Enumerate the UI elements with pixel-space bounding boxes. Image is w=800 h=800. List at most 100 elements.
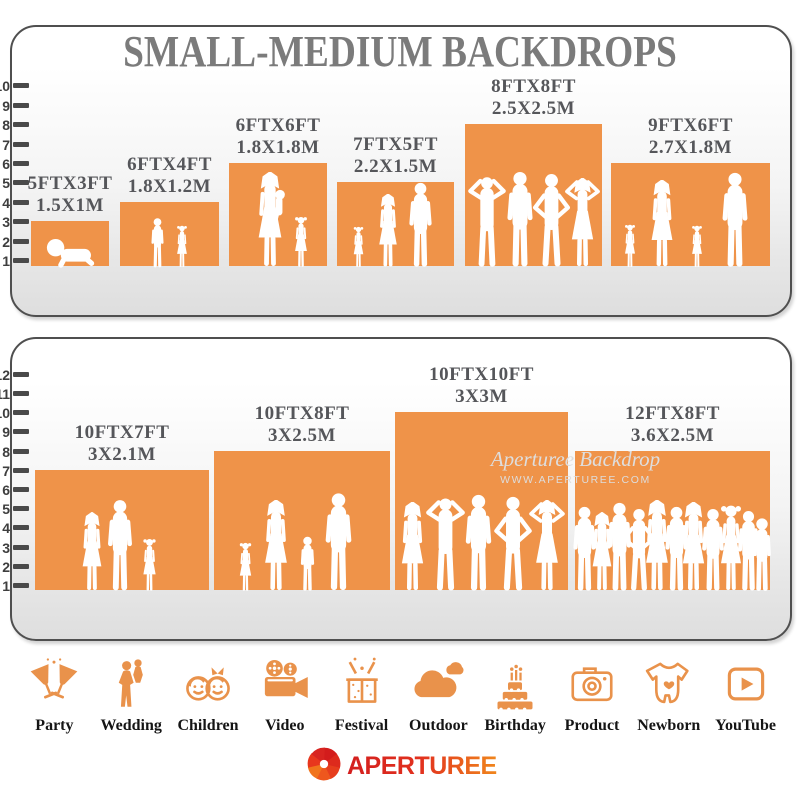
ruler-tick [13, 199, 29, 205]
ruler-number: 9 [2, 97, 10, 114]
person-silhouette-woman [392, 501, 433, 597]
person-silhouette-woman [673, 501, 714, 597]
person-silhouette-man [694, 508, 732, 597]
ruler-number: 4 [2, 194, 10, 211]
person-silhouette-man-hips [530, 173, 573, 273]
backdrop-panel-large: 12345678910111210FTX7FT3X2.1M10FTX8FT3X2… [0, 337, 792, 641]
ruler-tick [13, 544, 29, 550]
ruler-tick [13, 258, 29, 263]
category-item-party: Party [16, 656, 93, 735]
birthday-icon [497, 664, 533, 712]
backdrop-box-7ftx5ft [337, 182, 454, 267]
size-feet: 9FTX6FT [648, 115, 733, 136]
person-silhouette-girl [172, 225, 192, 273]
person-silhouette-man [401, 182, 440, 273]
person-silhouette-woman-holding-child [248, 171, 292, 273]
person-silhouette-baby-crawl [44, 232, 102, 273]
person-silhouette-man-hips [491, 496, 535, 597]
category-label: Outdoor [409, 717, 468, 734]
person-silhouette-boy [146, 218, 169, 273]
children-icon [186, 667, 230, 701]
ruler-tick [13, 487, 29, 492]
ruler-number: 10 [0, 78, 10, 95]
size-feet: 6FTX4FT [127, 153, 212, 175]
category-item-newborn: Newborn [630, 656, 707, 735]
backdrop-box-9ftx6ft [611, 163, 770, 268]
size-feet: 12FTX8FT [625, 402, 720, 424]
backdrop-size-label: 6FTX4FT 1.8X1.2M [60, 154, 280, 198]
person-silhouette-man [99, 499, 141, 597]
backdrop-box-8ftx8ft [465, 124, 602, 267]
category-label: Newborn [637, 717, 701, 734]
backdrop-size-label: 8FTX8FT 2.5X2.5M [424, 76, 644, 120]
category-label: Wedding [100, 717, 162, 734]
page-title: SMALL-MEDIUM BACKDROPS [123, 27, 677, 76]
ruler-number: 3 [2, 539, 10, 556]
person-silhouette-man [565, 506, 604, 597]
person-silhouette-girl [289, 216, 313, 273]
category-label: Party [35, 717, 74, 734]
product-icon [571, 667, 613, 702]
person-silhouette-girl [137, 538, 162, 597]
size-meters: 2.7X1.8M [648, 137, 733, 158]
category-item-outdoor: Outdoor [400, 656, 477, 735]
person-silhouette-girl [711, 504, 751, 597]
backdrop-panel-small: 123456789105FTX3FT1.5X1M6FTX4FT1.8X1.2M6… [0, 25, 792, 317]
ruler-tick [13, 583, 29, 588]
ruler-number: 8 [2, 443, 10, 460]
category-item-youtube: YouTube [707, 656, 784, 735]
ruler-tick [13, 371, 29, 377]
backdrop-box-10ftx7ft [35, 469, 209, 591]
person-silhouette-girl [687, 225, 707, 273]
person-silhouette-boy [295, 536, 320, 597]
category-item-video: Video [246, 656, 323, 735]
ruler-number: 4 [2, 520, 10, 537]
backdrop-box-12ftx8ft [573, 450, 771, 591]
category-item-birthday: Birthday [477, 656, 554, 735]
person-silhouette-woman [371, 193, 405, 273]
brand-text: APERTUREE [347, 752, 497, 780]
category-label: Product [564, 717, 620, 734]
watermark-brand: Aperturee Backdrop [490, 447, 661, 471]
watermark: Aperturee Backdrop WWW.APERTUREE.COM [468, 447, 683, 486]
backdrop-size-label: 7FTX5FT 2.2X1.5M [286, 134, 506, 178]
ruler-number: 6 [2, 156, 10, 172]
ruler-number: 5 [2, 501, 10, 518]
newborn-icon [645, 662, 689, 704]
person-silhouette-woman [636, 499, 678, 597]
party-icon [31, 658, 78, 699]
person-silhouette-woman [74, 511, 110, 597]
person-silhouette-man [713, 172, 757, 273]
size-meters: 1.5X1M [36, 195, 104, 217]
person-silhouette-man [316, 492, 361, 597]
ruler-tick [13, 563, 29, 569]
size-feet: 10FTX10FT [429, 364, 534, 386]
ruler-number: 5 [2, 175, 10, 192]
ruler-tick [13, 180, 29, 186]
ruler-tick [13, 122, 29, 128]
brand-name: APERTUREE [347, 752, 497, 780]
category-label: Video [265, 717, 305, 734]
size-meters: 2.2X1.5M [353, 156, 438, 178]
person-silhouette-man [498, 171, 542, 273]
size-feet: 8FTX8FT [491, 76, 576, 98]
ruler-number: 2 [2, 233, 10, 250]
ruler-tick [13, 410, 29, 416]
ruler-number: 1 [2, 253, 10, 269]
youtube-icon [727, 667, 764, 701]
aperture-icon [307, 747, 340, 781]
ruler-tick [13, 448, 29, 454]
ruler-number: 2 [2, 558, 10, 575]
person-silhouette-woman-arms-up [562, 177, 603, 273]
ruler-number: 7 [2, 462, 10, 479]
ruler-tick [13, 429, 29, 435]
size-feet: 7FTX5FT [353, 134, 438, 156]
backdrop-size-label: 12FTX8FT 3.6X2.5M [563, 403, 783, 447]
ruler-number: 1 [2, 578, 10, 594]
ruler-number: 11 [0, 386, 10, 402]
person-silhouette-woman [642, 179, 682, 273]
size-meters: 1.8X1.2M [127, 175, 212, 197]
category-label: Children [177, 717, 239, 734]
category-item-wedding: Wedding [93, 656, 170, 735]
person-silhouette-woman [255, 499, 297, 597]
